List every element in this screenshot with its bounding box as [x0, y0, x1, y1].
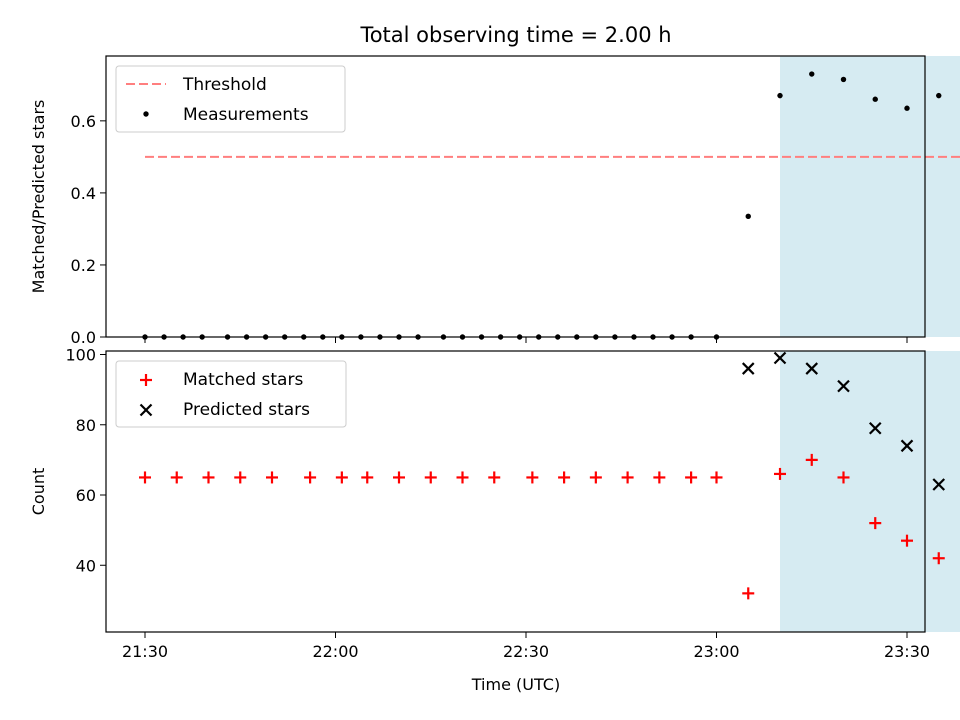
measurement-point	[840, 76, 847, 83]
x-tick-label: 22:00	[312, 642, 358, 661]
ratio-legend-box	[115, 65, 346, 133]
ratio-panel-frame	[105, 55, 926, 338]
count-panel-frame	[105, 350, 926, 633]
legend-predicted-label: Predicted stars	[183, 400, 310, 420]
legend-measurements-label: Measurements	[183, 105, 309, 125]
matched-star-point	[488, 471, 501, 484]
x-tick-label: 23:00	[693, 642, 739, 661]
matched-star-point	[526, 471, 539, 484]
predicted-star-point	[932, 478, 946, 491]
matched-star-point	[774, 467, 786, 480]
y-tick-label: 0.4	[71, 184, 96, 203]
matched-stars-series	[139, 453, 945, 600]
matched-star-point	[335, 471, 348, 484]
legend-measurements-swatch	[143, 111, 149, 117]
matched-star-point	[558, 471, 571, 484]
matched-star-point	[805, 453, 818, 466]
y-tick-label: 0.2	[71, 256, 96, 275]
ratio-legend: Threshold Measurements	[115, 65, 346, 133]
ratio-panel: 0.0 0.2 0.4 0.6 Matched/Predicted stars Thr…	[29, 55, 960, 347]
predicted-stars-series	[741, 351, 946, 491]
matched-star-point	[589, 471, 602, 484]
y-tick-label: 0.0	[71, 328, 96, 347]
matched-star-point	[621, 471, 634, 484]
y-tick-label: 60	[76, 486, 96, 505]
y-tick-label: 0.6	[71, 112, 96, 131]
count-legend-box	[115, 360, 347, 428]
legend-threshold-label: Threshold	[182, 75, 267, 95]
legend-predicted-marker	[139, 403, 153, 417]
y-tick-label: 40	[76, 556, 96, 575]
observing-window-shade	[780, 56, 960, 337]
predicted-star-point	[900, 439, 914, 453]
count-panel: 21:3022:0022:3023:0023:3000:0000:3001:00…	[29, 346, 960, 661]
matched-star-point	[869, 517, 882, 530]
matched-star-point	[393, 471, 405, 484]
ratio-y-axis-label: Matched/Predicted stars	[29, 100, 48, 294]
matched-star-point	[653, 471, 666, 484]
predicted-star-point	[868, 421, 882, 435]
y-tick-label: 80	[76, 416, 96, 435]
legend-predicted-swatch	[139, 403, 153, 417]
count-legend: Matched stars Predicted stars	[115, 360, 347, 428]
matched-star-point	[901, 534, 913, 547]
x-tick-label: 23:30	[884, 642, 930, 661]
y-tick-label: 100	[65, 346, 96, 365]
measurement-point	[904, 105, 910, 111]
matched-star-point	[234, 471, 247, 484]
chart-title: Total observing time = 2.00 h	[359, 23, 671, 47]
measurement-point	[745, 213, 751, 220]
measurement-point	[809, 71, 815, 77]
measurement-point	[936, 92, 942, 99]
observing-window-shade	[780, 351, 960, 632]
matched-star-point	[266, 471, 278, 484]
count-axis-ticks: 21:3022:0022:3023:0023:3000:0000:3001:00…	[65, 346, 930, 661]
measurement-point	[872, 96, 878, 102]
predicted-star-point	[741, 362, 755, 375]
matched-star-point	[837, 471, 850, 484]
ratio-axis-ticks: 0.0 0.2 0.4 0.6	[71, 112, 908, 347]
predicted-star-point	[837, 379, 850, 393]
matched-star-point	[139, 471, 151, 484]
matched-star-point	[202, 471, 215, 484]
x-axis-label: Time (UTC)	[471, 675, 560, 694]
legend-matched-label: Matched stars	[183, 370, 303, 390]
matched-star-point	[685, 471, 698, 484]
legend-matched-marker	[140, 374, 152, 386]
matched-star-point	[456, 471, 469, 484]
x-tick-label: 22:30	[503, 642, 549, 661]
matched-star-point	[170, 471, 183, 484]
matched-star-point	[710, 471, 723, 484]
predicted-star-point	[805, 362, 819, 375]
matched-star-point	[742, 587, 755, 600]
matched-star-point	[361, 471, 374, 484]
legend-matched-swatch	[140, 374, 152, 386]
matched-star-point	[304, 471, 317, 484]
x-tick-label: 21:30	[122, 642, 168, 661]
count-y-axis-label: Count	[29, 468, 48, 516]
matched-star-point	[932, 552, 945, 565]
measurement-point	[777, 92, 783, 99]
matched-star-point	[424, 471, 437, 484]
predicted-star-point	[773, 351, 787, 365]
